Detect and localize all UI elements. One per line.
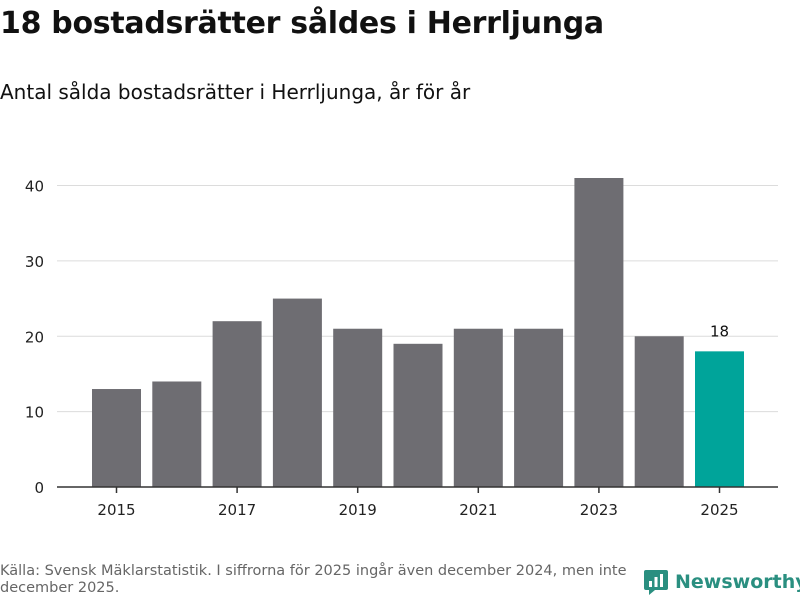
chart-title: 18 bostadsrätter såldes i Herrljunga bbox=[0, 6, 604, 41]
bar-2022 bbox=[514, 328, 564, 487]
x-tick-label: 2025 bbox=[700, 501, 738, 519]
y-tick-label: 40 bbox=[25, 178, 44, 196]
bar-2017 bbox=[212, 321, 262, 487]
y-tick-label: 20 bbox=[25, 328, 44, 346]
y-tick-label: 0 bbox=[34, 479, 44, 497]
bar-2019 bbox=[333, 328, 383, 487]
bar-2016 bbox=[152, 381, 202, 487]
source-note: Källa: Svensk Mäklarstatistik. I siffror… bbox=[0, 563, 627, 596]
x-tick-label: 2017 bbox=[218, 501, 256, 519]
chart-subtitle: Antal sålda bostadsrätter i Herrljunga, … bbox=[0, 80, 471, 104]
bar-2025 bbox=[695, 351, 744, 487]
x-tick-label: 2019 bbox=[339, 501, 377, 519]
newsworthy-logo: Newsworthy bbox=[643, 568, 800, 596]
bar-2023 bbox=[574, 178, 624, 487]
newsworthy-logo-icon bbox=[644, 570, 668, 595]
bar-2020 bbox=[393, 343, 443, 487]
data-label-2025: 18 bbox=[710, 322, 729, 340]
bar-2015 bbox=[92, 389, 141, 487]
x-tick-label: 2015 bbox=[97, 501, 135, 519]
x-tick-label: 2023 bbox=[580, 501, 618, 519]
x-tick-label: 2021 bbox=[459, 501, 497, 519]
bar-2021 bbox=[453, 328, 503, 487]
y-tick-label: 30 bbox=[25, 253, 44, 271]
brand-name: Newsworthy bbox=[675, 571, 800, 593]
bar-2024 bbox=[634, 336, 684, 487]
y-tick-label: 10 bbox=[25, 404, 44, 422]
bar-2018 bbox=[272, 298, 322, 487]
